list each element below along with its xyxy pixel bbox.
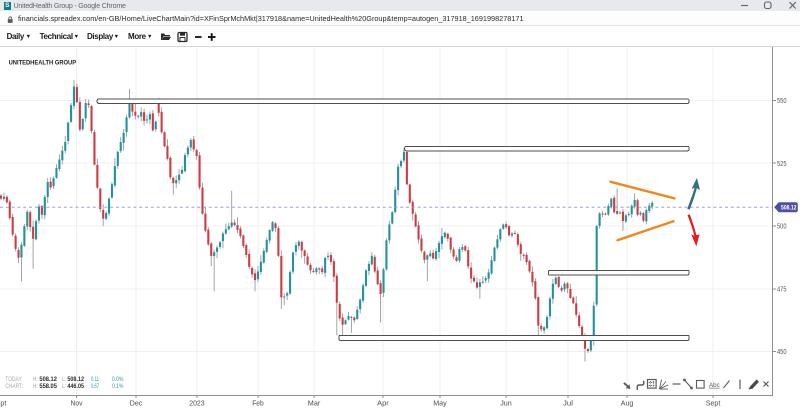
svg-text:Dec: Dec xyxy=(130,398,143,407)
svg-text:Apr: Apr xyxy=(377,398,389,407)
svg-text:0.0%: 0.0% xyxy=(112,377,124,383)
svg-text:450: 450 xyxy=(777,349,787,356)
svg-text:Abc: Abc xyxy=(709,382,720,389)
svg-text:Sept: Sept xyxy=(706,398,721,407)
svg-text:558.05: 558.05 xyxy=(39,384,57,390)
svg-text:Mar: Mar xyxy=(308,398,321,407)
svg-text:UNITEDHEALTH GROUP: UNITEDHEALTH GROUP xyxy=(9,60,77,67)
svg-text:L:: L: xyxy=(62,377,66,383)
svg-text:508.12: 508.12 xyxy=(781,205,797,211)
svg-text:H:: H: xyxy=(33,377,38,383)
svg-text:2023: 2023 xyxy=(189,398,205,407)
svg-text:446.05: 446.05 xyxy=(67,384,84,390)
svg-text:508.12: 508.12 xyxy=(39,377,57,383)
svg-text:0.11: 0.11 xyxy=(91,377,99,383)
svg-text:525: 525 xyxy=(777,161,787,168)
svg-text:Nov: Nov xyxy=(71,398,83,407)
svg-text:Aug: Aug xyxy=(621,398,634,407)
svg-text:TODAY:: TODAY: xyxy=(5,377,23,383)
svg-text:CHART:: CHART: xyxy=(5,384,23,390)
svg-text:508.12: 508.12 xyxy=(67,377,84,383)
svg-text:0.1%: 0.1% xyxy=(112,384,124,390)
svg-text:Jul: Jul xyxy=(563,398,573,407)
svg-text:Jun: Jun xyxy=(500,398,512,407)
svg-text:0.67: 0.67 xyxy=(91,384,99,390)
svg-text:Feb: Feb xyxy=(252,398,264,407)
svg-text:500: 500 xyxy=(777,224,787,231)
svg-text:May: May xyxy=(433,398,447,407)
svg-text:H:: H: xyxy=(33,384,38,390)
svg-text:550: 550 xyxy=(777,98,787,105)
svg-text:475: 475 xyxy=(777,286,787,293)
svg-text:L:: L: xyxy=(62,384,66,390)
svg-text:Sept: Sept xyxy=(0,398,6,407)
